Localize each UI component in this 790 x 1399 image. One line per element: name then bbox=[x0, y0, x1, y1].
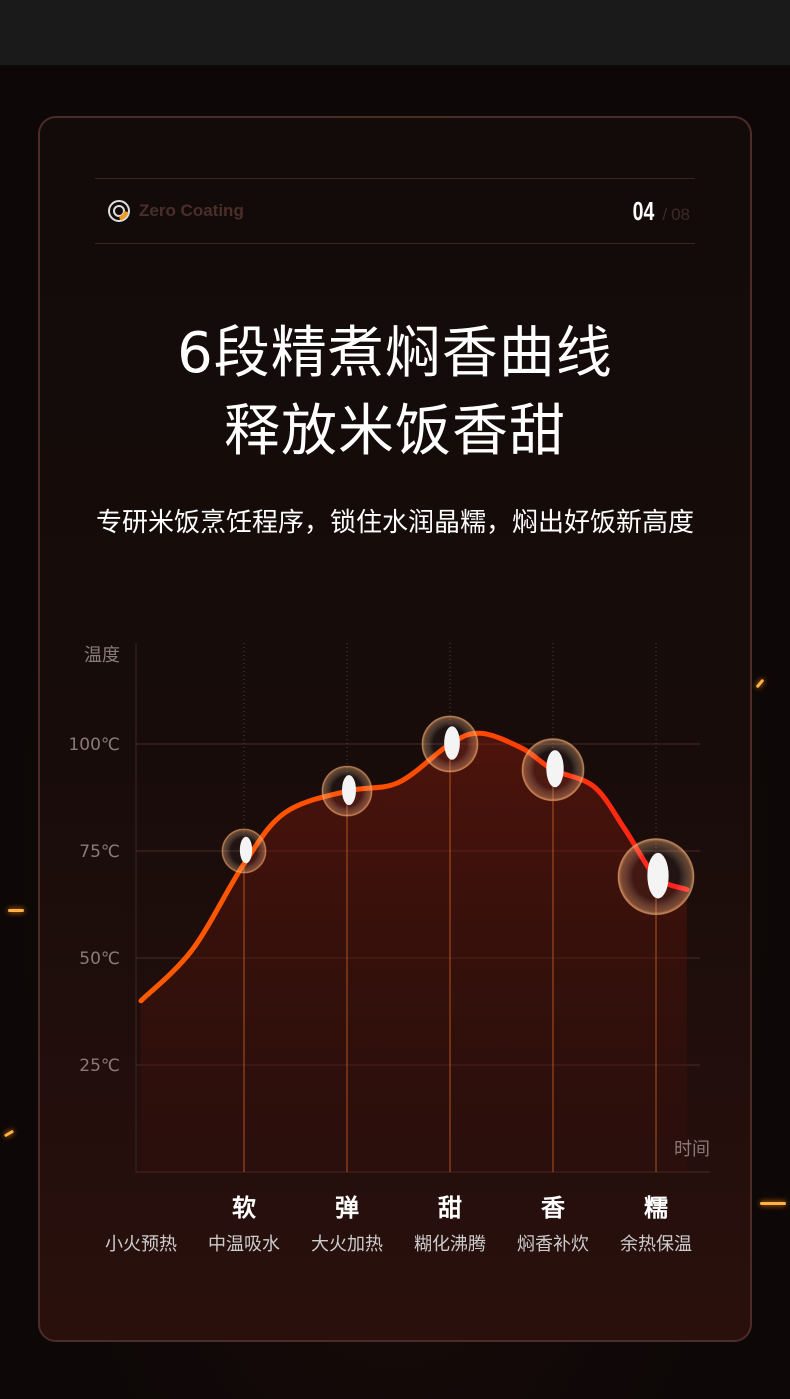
stage-step-label: 大火加热 bbox=[311, 1234, 383, 1255]
y-axis-label: 温度 bbox=[84, 645, 120, 666]
ember-decoration bbox=[8, 909, 24, 912]
stage-step-label: 中温吸水 bbox=[208, 1234, 280, 1255]
zero-coating-logo-icon bbox=[108, 200, 130, 222]
y-tick-label: 100℃ bbox=[68, 735, 120, 755]
y-tick-label: 25℃ bbox=[79, 1056, 120, 1076]
x-axis-label: 时间 bbox=[674, 1139, 710, 1160]
brand: Zero Coating bbox=[107, 199, 244, 223]
subtitle: 专研米饭烹饪程序，锁住水润晶糯，焖出好饭新高度 bbox=[95, 508, 694, 538]
stage-step-label: 小火预热 bbox=[105, 1234, 177, 1255]
page-indicator: 04 / 08 bbox=[629, 196, 690, 227]
curve-area-fill bbox=[141, 733, 687, 1172]
rice-grain-icon bbox=[444, 726, 460, 760]
page-current: 04 bbox=[633, 196, 655, 226]
stage-step-label: 糊化沸腾 bbox=[414, 1234, 486, 1255]
y-tick-label: 75℃ bbox=[79, 842, 120, 862]
rice-grain-icon bbox=[342, 775, 356, 806]
stage-step-label: 余热保温 bbox=[620, 1234, 692, 1255]
ember-decoration bbox=[760, 1202, 786, 1205]
rice-grain-icon bbox=[239, 836, 253, 864]
page-separator: / bbox=[662, 205, 668, 224]
divider bbox=[95, 178, 695, 179]
rice-grain-icon bbox=[546, 750, 564, 788]
stage-name: 软 bbox=[232, 1194, 256, 1222]
stage-name: 糯 bbox=[644, 1194, 668, 1222]
title-line-2: 释放米饭香甜 bbox=[224, 399, 566, 464]
stage-name: 甜 bbox=[438, 1194, 462, 1222]
stage-name: 香 bbox=[541, 1194, 566, 1222]
brand-name: Zero Coating bbox=[139, 201, 244, 220]
y-tick-label: 50℃ bbox=[79, 949, 120, 969]
divider bbox=[95, 243, 695, 244]
stage-name: 弹 bbox=[335, 1194, 359, 1222]
page-total: 08 bbox=[671, 205, 690, 224]
stage-step-label: 焖香补炊 bbox=[517, 1234, 589, 1255]
rice-grain-icon bbox=[647, 852, 669, 899]
title-line-1: 6段精煮焖香曲线 bbox=[177, 321, 613, 386]
top-bar bbox=[0, 0, 790, 65]
